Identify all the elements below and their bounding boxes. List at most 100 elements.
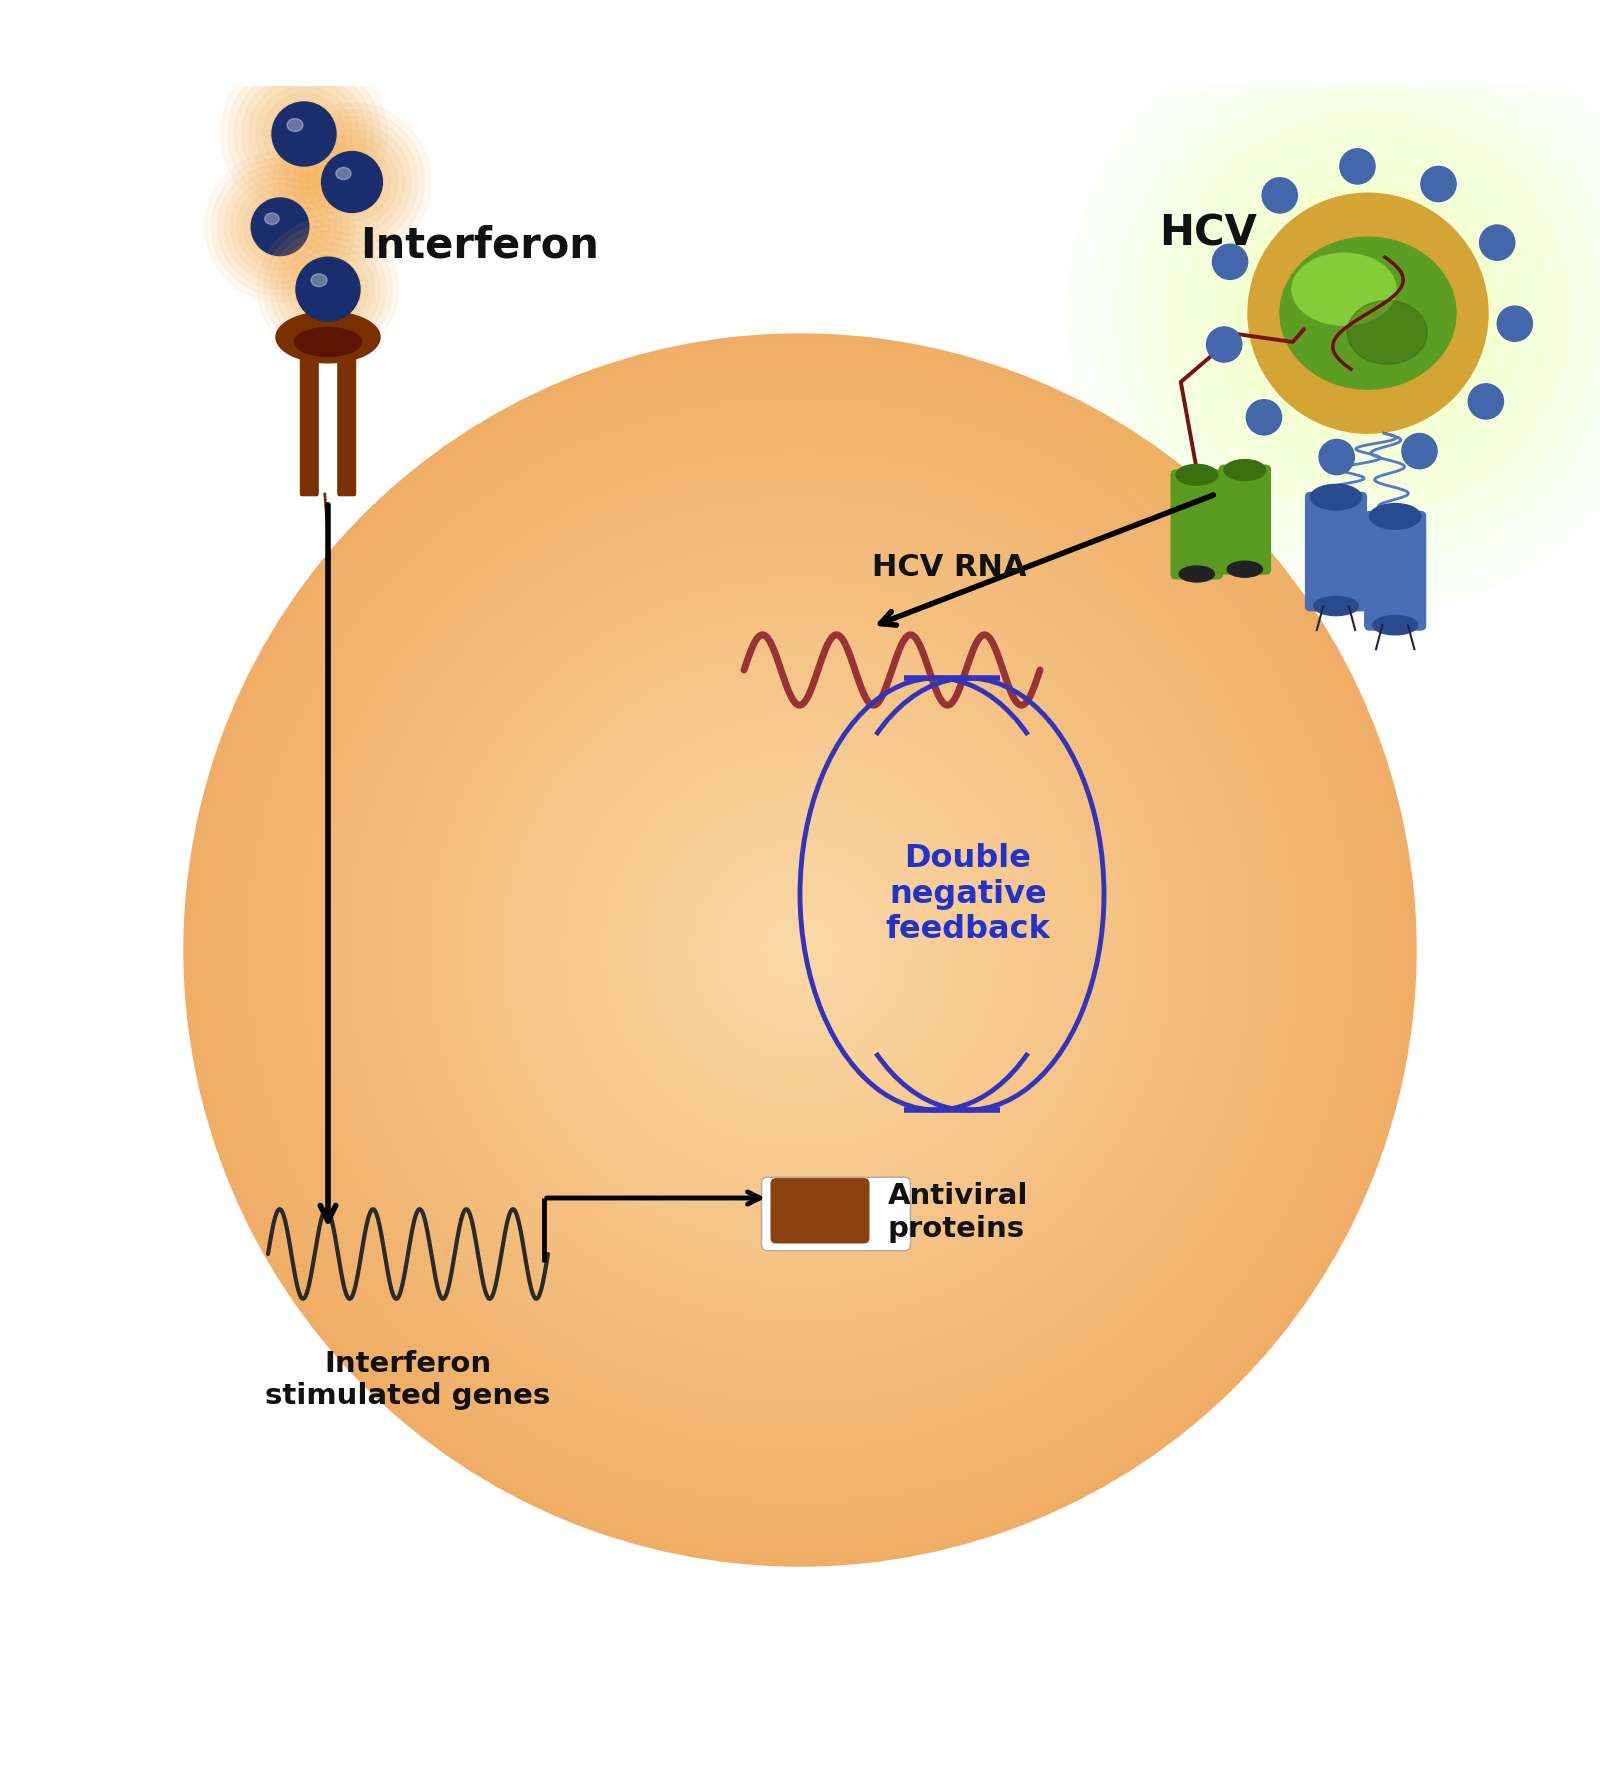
Ellipse shape bbox=[277, 312, 381, 363]
Text: HCV RNA: HCV RNA bbox=[872, 553, 1027, 581]
FancyBboxPatch shape bbox=[762, 1177, 910, 1251]
Circle shape bbox=[400, 549, 1200, 1350]
Circle shape bbox=[746, 897, 854, 1005]
Text: Antiviral
proteins: Antiviral proteins bbox=[888, 1182, 1029, 1242]
Circle shape bbox=[707, 858, 893, 1042]
Circle shape bbox=[211, 158, 349, 296]
Circle shape bbox=[222, 372, 1378, 1527]
Circle shape bbox=[291, 441, 1309, 1458]
Circle shape bbox=[250, 80, 358, 190]
Circle shape bbox=[562, 711, 1038, 1189]
Circle shape bbox=[739, 888, 861, 1012]
Circle shape bbox=[1246, 400, 1282, 434]
Circle shape bbox=[218, 165, 342, 289]
Circle shape bbox=[1469, 385, 1504, 418]
Circle shape bbox=[669, 819, 931, 1081]
Circle shape bbox=[277, 237, 381, 342]
Circle shape bbox=[258, 218, 398, 360]
Circle shape bbox=[294, 255, 362, 323]
Circle shape bbox=[235, 66, 373, 204]
Circle shape bbox=[685, 835, 915, 1065]
Ellipse shape bbox=[1280, 237, 1456, 390]
Circle shape bbox=[256, 87, 352, 183]
Circle shape bbox=[570, 719, 1030, 1180]
Circle shape bbox=[477, 627, 1123, 1274]
Ellipse shape bbox=[1176, 464, 1218, 486]
Circle shape bbox=[230, 177, 330, 276]
Circle shape bbox=[338, 487, 1262, 1412]
Circle shape bbox=[408, 558, 1192, 1343]
Circle shape bbox=[384, 533, 1216, 1366]
Circle shape bbox=[600, 750, 1000, 1150]
FancyBboxPatch shape bbox=[301, 349, 318, 496]
Circle shape bbox=[693, 842, 907, 1058]
Circle shape bbox=[762, 911, 838, 989]
Circle shape bbox=[461, 611, 1139, 1288]
Ellipse shape bbox=[1179, 565, 1214, 581]
Circle shape bbox=[205, 152, 355, 301]
Circle shape bbox=[237, 184, 323, 269]
Ellipse shape bbox=[1314, 597, 1358, 615]
Circle shape bbox=[507, 657, 1093, 1242]
FancyBboxPatch shape bbox=[1306, 493, 1366, 611]
Circle shape bbox=[677, 828, 923, 1074]
FancyBboxPatch shape bbox=[1171, 470, 1222, 579]
Circle shape bbox=[307, 136, 397, 227]
Ellipse shape bbox=[1373, 615, 1418, 634]
Circle shape bbox=[370, 519, 1230, 1380]
Circle shape bbox=[320, 151, 384, 214]
Circle shape bbox=[469, 618, 1131, 1281]
Circle shape bbox=[515, 664, 1085, 1235]
Text: HCV: HCV bbox=[1158, 213, 1258, 253]
Circle shape bbox=[661, 812, 939, 1088]
FancyBboxPatch shape bbox=[771, 1178, 869, 1242]
Circle shape bbox=[1206, 326, 1242, 361]
Circle shape bbox=[1480, 225, 1515, 260]
Circle shape bbox=[1339, 149, 1374, 184]
Circle shape bbox=[264, 225, 392, 353]
Ellipse shape bbox=[264, 213, 278, 225]
Circle shape bbox=[296, 257, 360, 321]
Circle shape bbox=[1498, 307, 1533, 342]
Circle shape bbox=[592, 742, 1008, 1157]
Circle shape bbox=[221, 51, 387, 218]
Circle shape bbox=[227, 58, 381, 211]
Circle shape bbox=[243, 190, 317, 264]
Circle shape bbox=[523, 673, 1077, 1228]
Circle shape bbox=[250, 197, 310, 257]
Circle shape bbox=[493, 641, 1107, 1258]
Circle shape bbox=[253, 404, 1347, 1497]
Circle shape bbox=[430, 581, 1170, 1320]
Ellipse shape bbox=[336, 167, 350, 179]
Circle shape bbox=[282, 243, 374, 335]
Ellipse shape bbox=[1224, 459, 1266, 480]
Circle shape bbox=[270, 101, 338, 168]
Circle shape bbox=[576, 727, 1024, 1173]
Circle shape bbox=[330, 480, 1270, 1419]
Circle shape bbox=[238, 388, 1362, 1512]
Ellipse shape bbox=[294, 328, 362, 356]
Circle shape bbox=[792, 943, 808, 957]
Circle shape bbox=[362, 510, 1238, 1389]
Circle shape bbox=[230, 381, 1370, 1520]
Circle shape bbox=[546, 696, 1054, 1205]
Circle shape bbox=[200, 349, 1400, 1550]
Circle shape bbox=[392, 542, 1208, 1357]
Circle shape bbox=[453, 604, 1147, 1297]
Circle shape bbox=[438, 588, 1162, 1311]
Circle shape bbox=[314, 144, 390, 222]
Ellipse shape bbox=[1347, 301, 1427, 365]
Ellipse shape bbox=[1227, 562, 1262, 578]
Circle shape bbox=[376, 526, 1224, 1373]
Circle shape bbox=[646, 796, 954, 1104]
Circle shape bbox=[299, 129, 405, 234]
Circle shape bbox=[307, 457, 1293, 1442]
Circle shape bbox=[654, 804, 946, 1097]
Circle shape bbox=[261, 411, 1339, 1488]
Circle shape bbox=[616, 766, 984, 1134]
Circle shape bbox=[270, 230, 386, 347]
Circle shape bbox=[354, 503, 1246, 1396]
Circle shape bbox=[280, 110, 424, 255]
Circle shape bbox=[754, 904, 846, 996]
Circle shape bbox=[322, 152, 382, 213]
